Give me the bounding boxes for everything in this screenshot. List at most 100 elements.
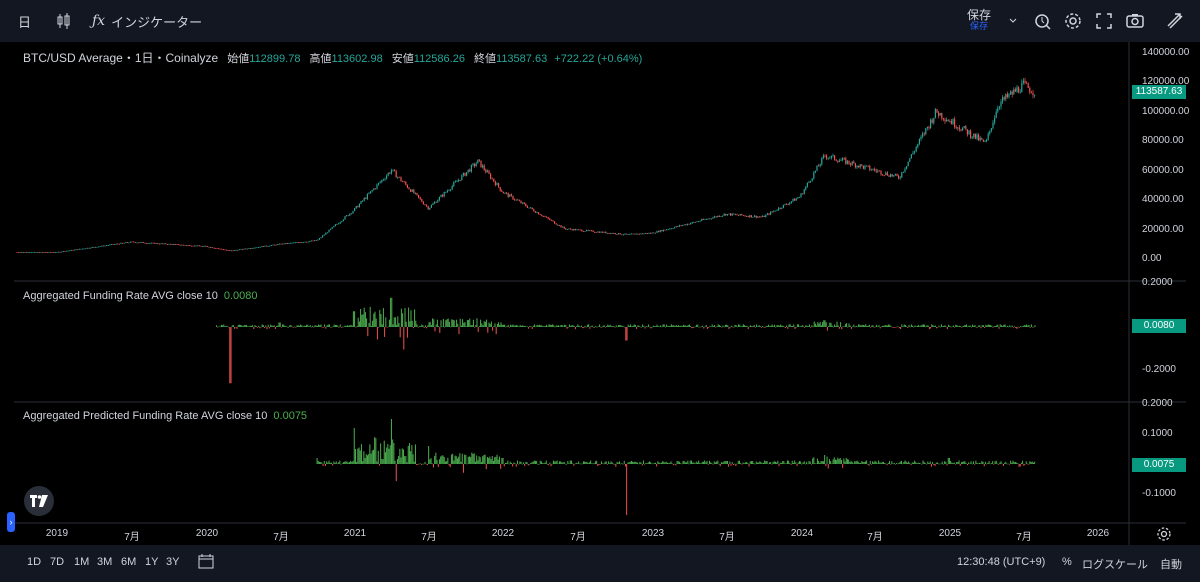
funding-bar bbox=[427, 325, 429, 327]
funding-bar bbox=[952, 325, 954, 327]
price-candle bbox=[314, 240, 316, 242]
funding-bar bbox=[938, 325, 940, 327]
funding-bar bbox=[358, 321, 360, 327]
funding-title: Aggregated Funding Rate AVG close 10 bbox=[23, 290, 218, 302]
chart-area[interactable]: BTC/USD Average・1日・Coinalyze 始値112899.78… bbox=[14, 42, 1189, 545]
range-7d-button[interactable]: 7D bbox=[50, 556, 65, 568]
symbol-title[interactable]: BTC/USD Average・1日・Coinalyze bbox=[23, 51, 219, 65]
price-candle bbox=[677, 226, 679, 227]
price-candle bbox=[429, 207, 431, 210]
funding-bar bbox=[335, 461, 337, 464]
funding-bar bbox=[558, 325, 560, 327]
funding-bar bbox=[561, 324, 563, 327]
price-candle bbox=[286, 243, 288, 244]
funding-bar bbox=[603, 325, 605, 327]
funding-bar bbox=[431, 463, 433, 465]
save-button[interactable]: 保存 保存 bbox=[962, 9, 996, 32]
funding-bar bbox=[406, 462, 408, 464]
funding-bar bbox=[778, 464, 780, 467]
funding-bar bbox=[928, 463, 930, 464]
funding-bar bbox=[834, 324, 836, 327]
indicators-button[interactable]: ƒx インジケーター bbox=[92, 0, 202, 42]
range-6m-button[interactable]: 6M bbox=[121, 556, 137, 568]
price-candle bbox=[851, 161, 853, 165]
funding-bar bbox=[765, 325, 767, 327]
funding-bar bbox=[507, 460, 509, 464]
funding-bar bbox=[886, 325, 888, 327]
price-candle bbox=[525, 203, 527, 207]
funding-bar bbox=[356, 326, 358, 327]
camera-icon[interactable] bbox=[1126, 0, 1144, 42]
funding-bar bbox=[461, 453, 463, 464]
funding-bar bbox=[498, 456, 500, 464]
funding-bar bbox=[873, 327, 875, 328]
funding-bar bbox=[889, 324, 891, 327]
tradingview-logo[interactable] bbox=[24, 486, 54, 516]
funding-bar bbox=[759, 461, 761, 464]
funding-bar bbox=[384, 452, 386, 464]
predicted-legend[interactable]: Aggregated Predicted Funding Rate AVG cl… bbox=[23, 410, 307, 422]
funding-bar bbox=[696, 462, 698, 464]
funding-bar bbox=[812, 458, 814, 464]
fullscreen-icon[interactable] bbox=[1096, 0, 1112, 42]
price-candle bbox=[770, 211, 772, 215]
percent-scale-button[interactable]: % bbox=[1062, 556, 1072, 568]
log-scale-button[interactable]: ログスケール bbox=[1082, 559, 1148, 571]
funding-bar bbox=[667, 326, 669, 327]
price-candle bbox=[216, 248, 218, 250]
range-1y-button[interactable]: 1Y bbox=[145, 556, 159, 568]
save-menu-chevron-icon[interactable] bbox=[1008, 0, 1018, 42]
funding-bar bbox=[328, 460, 330, 464]
range-1m-button[interactable]: 1M bbox=[74, 556, 90, 568]
price-candle bbox=[317, 239, 319, 241]
funding-bar bbox=[503, 464, 505, 467]
funding-bar bbox=[367, 327, 369, 337]
price-candle bbox=[99, 246, 101, 248]
funding-bar bbox=[1008, 464, 1010, 465]
clock-time[interactable]: 12:30:48 (UTC+9) bbox=[957, 556, 1046, 568]
funding-bar bbox=[631, 326, 633, 327]
range-3y-button[interactable]: 3Y bbox=[166, 556, 180, 568]
funding-bar bbox=[377, 450, 379, 464]
range-3m-button[interactable]: 3M bbox=[97, 556, 113, 568]
sidebar-toggle-chevron-icon[interactable]: › bbox=[7, 512, 15, 532]
funding-bar bbox=[470, 457, 472, 464]
funding-bar bbox=[940, 463, 942, 465]
funding-bar bbox=[701, 461, 703, 464]
price-candle bbox=[102, 245, 104, 247]
funding-bar bbox=[980, 463, 982, 464]
funding-bar bbox=[510, 462, 512, 464]
funding-bar bbox=[386, 327, 388, 328]
publish-icon[interactable] bbox=[1166, 0, 1184, 42]
settings-gear-icon[interactable] bbox=[1064, 0, 1082, 42]
chart-canvas[interactable] bbox=[14, 42, 1186, 545]
funding-bar bbox=[960, 326, 962, 327]
date-range-calendar-icon[interactable] bbox=[198, 553, 214, 572]
funding-bar bbox=[512, 464, 514, 467]
funding-bar bbox=[330, 326, 332, 328]
funding-bar bbox=[508, 327, 510, 328]
interval-button[interactable]: 日 bbox=[18, 0, 31, 42]
candle-type-icon[interactable] bbox=[56, 0, 72, 42]
quick-search-icon[interactable] bbox=[1034, 0, 1052, 42]
funding-bar bbox=[563, 461, 565, 464]
price-candle bbox=[675, 226, 677, 228]
funding-bar bbox=[362, 461, 364, 464]
funding-bar bbox=[333, 324, 335, 327]
funding-bar bbox=[547, 326, 549, 327]
funding-bar bbox=[830, 461, 832, 464]
top-toolbar: 日 ƒx インジケーター 保存 保存 bbox=[0, 0, 1200, 42]
funding-bar bbox=[544, 326, 546, 327]
funding-bar bbox=[316, 325, 318, 327]
axis-settings-gear-icon[interactable] bbox=[1156, 526, 1172, 542]
funding-bar bbox=[740, 326, 742, 328]
funding-bar bbox=[372, 320, 374, 327]
auto-scale-button[interactable]: 自動 bbox=[1160, 559, 1182, 571]
price-candle bbox=[598, 231, 600, 233]
funding-bar bbox=[962, 325, 964, 327]
funding-bar bbox=[810, 464, 812, 465]
funding-legend[interactable]: Aggregated Funding Rate AVG close 10 0.00… bbox=[23, 290, 258, 302]
price-candle bbox=[810, 180, 812, 182]
funding-bar bbox=[886, 464, 888, 466]
range-1d-button[interactable]: 1D bbox=[27, 556, 42, 568]
